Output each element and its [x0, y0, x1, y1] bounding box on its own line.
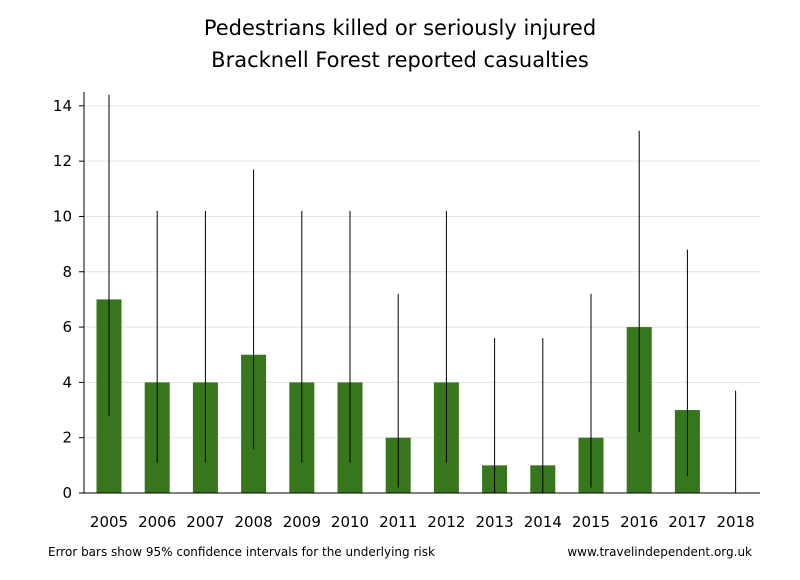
chart-title-block: Pedestrians killed or seriously injured … — [0, 12, 800, 76]
y-tick-label: 14 — [53, 97, 72, 115]
x-tick-label: 2017 — [668, 513, 706, 531]
x-tick-label: 2007 — [186, 513, 224, 531]
y-tick-label: 2 — [62, 429, 72, 447]
error-bar-note: Error bars show 95% confidence intervals… — [48, 545, 435, 559]
x-tick-label: 2011 — [379, 513, 417, 531]
x-tick-label: 2014 — [524, 513, 562, 531]
x-tick-label: 2010 — [331, 513, 369, 531]
x-tick-label: 2015 — [572, 513, 610, 531]
y-tick-label: 8 — [62, 263, 72, 281]
x-tick-label: 2005 — [90, 513, 128, 531]
source-url: www.travelindependent.org.uk — [567, 545, 752, 559]
x-tick-label: 2016 — [620, 513, 658, 531]
x-tick-label: 2008 — [235, 513, 273, 531]
y-tick-label: 12 — [53, 152, 72, 170]
x-tick-label: 2009 — [283, 513, 321, 531]
y-tick-label: 4 — [62, 373, 72, 391]
y-tick-label: 10 — [53, 207, 72, 225]
chart-title: Pedestrians killed or seriously injured — [203, 16, 597, 40]
y-tick-label: 6 — [62, 318, 72, 336]
x-tick-label: 2012 — [427, 513, 465, 531]
chart-subtitle: Bracknell Forest reported casualties — [211, 48, 589, 72]
x-tick-label: 2006 — [138, 513, 176, 531]
y-tick-label: 0 — [62, 484, 72, 502]
x-tick-label: 2018 — [717, 513, 755, 531]
x-tick-label: 2013 — [476, 513, 514, 531]
